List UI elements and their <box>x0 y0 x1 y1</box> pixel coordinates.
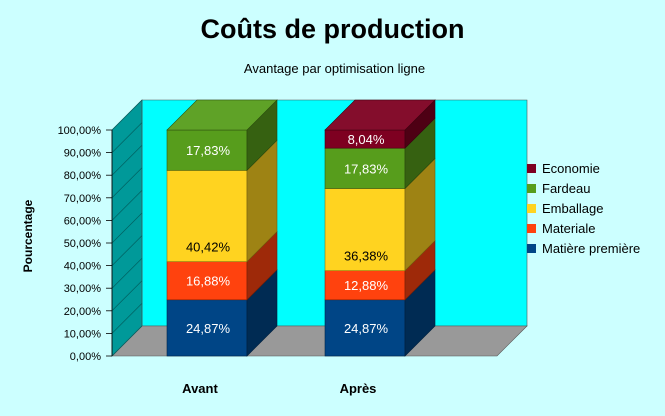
legend-label: Fardeau <box>542 180 591 196</box>
y-gridline <box>111 190 143 221</box>
y-tick-label: 10,00% <box>64 328 102 340</box>
bar-segment <box>324 299 406 357</box>
data-label: 24,87% <box>186 321 231 336</box>
y-tick-label: 30,00% <box>64 283 102 295</box>
y-tick-label: 60,00% <box>64 215 102 227</box>
data-label: 12,88% <box>344 278 389 293</box>
y-tick-label: 70,00% <box>64 193 102 205</box>
x-category-label: Avant <box>182 381 218 396</box>
data-label: 16,88% <box>186 274 231 289</box>
y-gridline <box>111 280 143 312</box>
y-gridline <box>111 257 143 289</box>
chart-subtitle: Avantage par optimisation ligne <box>243 61 426 76</box>
chart-legend: Economie Fardeau Emballage Materiale Matière… <box>527 158 640 258</box>
data-label: 40,42% <box>186 240 231 255</box>
bar-segment <box>324 147 406 189</box>
data-label: 17,83% <box>344 161 389 176</box>
bar-top <box>324 99 436 131</box>
bar-segment <box>166 129 248 171</box>
legend-label: Emballage <box>542 200 604 216</box>
data-label: 24,87% <box>344 321 389 336</box>
legend-item: Materiale <box>527 218 640 238</box>
y-gridline <box>111 99 143 131</box>
y-gridline <box>111 167 143 199</box>
y-tick-label: 0,00% <box>70 351 101 363</box>
y-gridline <box>111 122 143 153</box>
y-tick-label: 40,00% <box>64 261 102 273</box>
chart-title: Coûts de production <box>200 14 465 44</box>
legend-item: Economie <box>527 158 640 178</box>
y-gridline <box>111 212 143 244</box>
bar-segment <box>166 299 248 357</box>
x-category-label: Après <box>340 381 377 396</box>
y-tick-label: 90,00% <box>64 148 102 160</box>
y-tick-label: 50,00% <box>64 238 102 250</box>
bar-segment <box>166 169 248 262</box>
legend-swatch <box>527 243 536 253</box>
legend-swatch <box>527 183 536 193</box>
legend-label: Materiale <box>542 220 596 236</box>
bar-segment <box>324 188 406 271</box>
legend-label: Matière première <box>542 240 641 256</box>
y-tick-label: 100,00% <box>58 125 102 137</box>
y-gridline <box>111 144 143 176</box>
legend-item: Matière première <box>527 238 640 258</box>
y-axis-label: Pourcentage <box>21 199 35 272</box>
y-tick-label: 80,00% <box>64 170 102 182</box>
bar-top <box>166 99 278 131</box>
legend-swatch <box>527 223 536 233</box>
data-label: 8,04% <box>348 132 385 147</box>
y-tick-label: 20,00% <box>64 306 102 318</box>
legend-swatch <box>527 163 536 173</box>
legend-item: Emballage <box>527 198 640 218</box>
y-gridline <box>111 325 143 357</box>
y-gridline <box>111 235 143 266</box>
data-label: 36,38% <box>344 249 389 264</box>
legend-swatch <box>527 203 536 213</box>
y-gridline <box>111 303 143 334</box>
legend-label: Economie <box>542 160 600 176</box>
bar-segment <box>166 261 248 301</box>
data-label: 17,83% <box>186 143 231 158</box>
legend-item: Fardeau <box>527 178 640 198</box>
